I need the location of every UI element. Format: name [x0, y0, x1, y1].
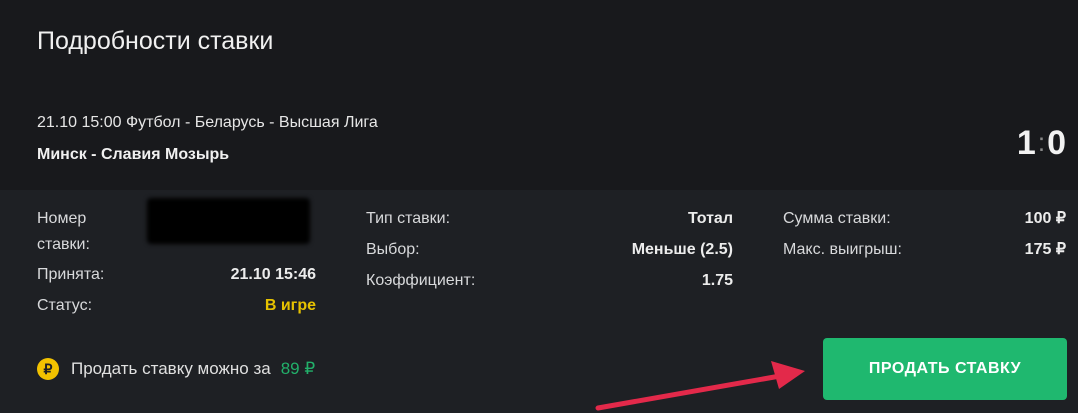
max-win-label: Макс. выигрыш: [783, 241, 902, 258]
page-title: Подробности ставки [37, 27, 274, 55]
score-separator: : [1037, 127, 1046, 157]
bet-number-label: Номер ставки: [37, 210, 90, 253]
max-win-value: 175 ₽ [1024, 241, 1066, 258]
accepted-label: Принята: [37, 266, 105, 283]
event-info: 21.10 15:00 Футбол - Беларусь - Высшая Л… [37, 114, 378, 131]
score-home: 1 [1016, 124, 1036, 162]
choice-label: Выбор: [366, 241, 420, 258]
sell-offer: ₽ Продать ставку можно за 89 ₽ [37, 358, 315, 380]
score: 1:0 [1017, 124, 1066, 163]
type-value: Тотал [687, 210, 733, 227]
type-label: Тип ставки: [366, 210, 451, 227]
ruble-coin-icon: ₽ [37, 358, 59, 380]
sell-bet-button[interactable]: ПРОДАТЬ СТАВКУ [823, 338, 1067, 400]
status-label: Статус: [37, 297, 93, 314]
status-value: В игре [264, 297, 316, 314]
sell-offer-text: Продать ставку можно за [71, 359, 271, 378]
redacted-bet-number [147, 198, 310, 244]
accepted-value: 21.10 15:46 [230, 266, 316, 283]
score-away: 0 [1047, 124, 1066, 162]
coef-value: 1.75 [701, 272, 733, 289]
event-teams: Минск - Славия Мозырь [37, 146, 230, 163]
choice-value: Меньше (2.5) [631, 241, 733, 258]
coef-label: Коэффициент: [366, 272, 476, 289]
stake-label: Сумма ставки: [783, 210, 891, 227]
stake-value: 100 ₽ [1024, 210, 1066, 227]
sell-price: 89 ₽ [280, 359, 316, 378]
event-header [0, 0, 1078, 190]
